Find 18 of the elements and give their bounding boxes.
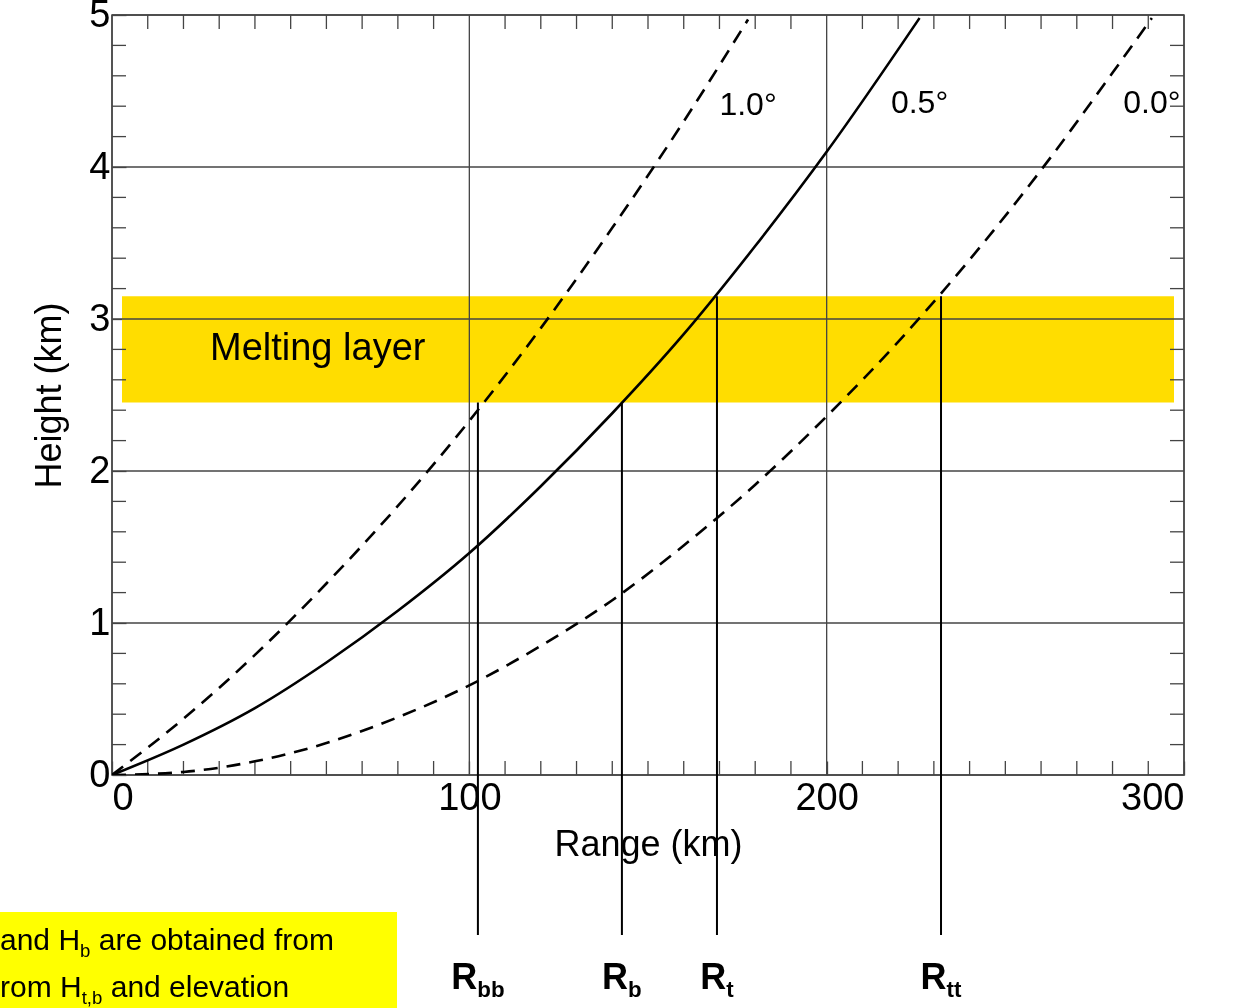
series-label: 0.5° [890, 84, 949, 121]
x-tick-label: 300 [1121, 775, 1185, 818]
annotation: R$_{t}$ [700, 956, 734, 1004]
annotation: R$_{bb}$ [451, 956, 505, 1004]
y-tick-label: 4 [89, 144, 111, 187]
x-tick-label: 200 [795, 775, 859, 818]
annotation: R$_{tt}$ [920, 956, 962, 1004]
y-tick-label: 1 [89, 600, 111, 643]
annotation: R$_{b}$ [602, 956, 642, 1004]
band-label: Melting layer [210, 326, 426, 369]
y-axis-title: Height (km) [28, 302, 70, 489]
y-tick-label: 2 [89, 448, 111, 491]
series-label: 0.0° [1123, 84, 1181, 121]
y-tick-label: 5 [89, 0, 111, 35]
series-label: 1.0° [719, 85, 777, 122]
text: rom H$_{t,b}$ and elevation [0, 970, 290, 1008]
text: and H$_{b}$ are obtained from [0, 923, 334, 961]
y-tick-label: 3 [89, 296, 111, 339]
